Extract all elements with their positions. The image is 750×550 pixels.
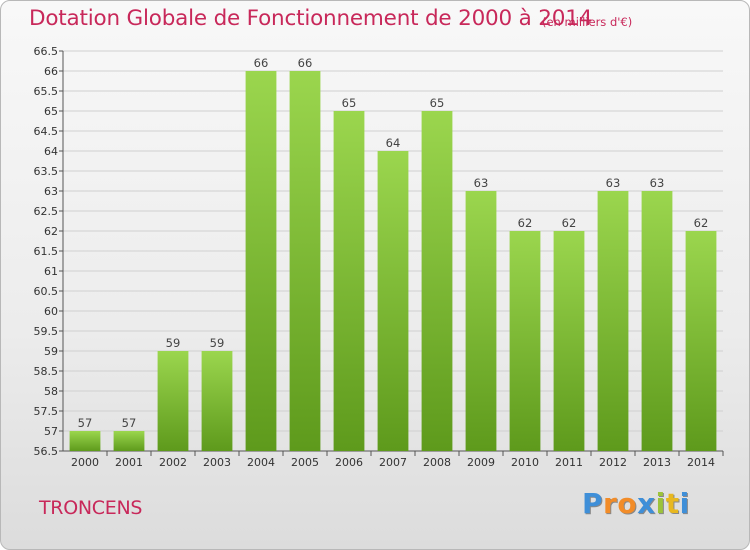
data-label: 66 <box>254 56 269 70</box>
bar <box>157 351 189 451</box>
bar <box>597 191 629 451</box>
bar <box>509 231 541 451</box>
bar <box>289 71 321 451</box>
data-label: 65 <box>342 96 357 110</box>
x-tick-label: 2007 <box>379 456 407 469</box>
y-tick-labels: 56.5 57 57.5 58 58.5 59 59.5 60 60.5 61 61.5 62 62.5… <box>34 45 59 458</box>
bar <box>465 191 497 451</box>
data-label: 63 <box>474 176 489 190</box>
y-tick-label: 56.5 <box>34 445 59 458</box>
logo-letter: o <box>617 487 638 520</box>
data-label: 65 <box>430 96 445 110</box>
x-tick-label: 2002 <box>159 456 187 469</box>
x-tick-label: 2014 <box>687 456 715 469</box>
proxiti-logo: Proxiti <box>582 487 690 520</box>
bar <box>245 71 277 451</box>
logo-letter: i <box>679 487 690 520</box>
x-tick-label: 2008 <box>423 456 451 469</box>
bar <box>641 191 673 451</box>
bar <box>421 111 453 451</box>
y-tick-label: 61 <box>44 265 58 278</box>
data-label: 62 <box>694 216 709 230</box>
y-tick-label: 64 <box>44 145 58 158</box>
y-tick-label: 66.5 <box>34 45 59 58</box>
x-tick-label: 2000 <box>71 456 99 469</box>
bar <box>553 231 585 451</box>
y-tick-label: 61.5 <box>34 245 59 258</box>
data-label: 63 <box>650 176 665 190</box>
data-label: 59 <box>166 336 181 350</box>
y-tick-label: 63.5 <box>34 165 59 178</box>
y-tick-label: 60 <box>44 305 58 318</box>
x-tick-label: 2012 <box>599 456 627 469</box>
x-tick-label: 2005 <box>291 456 319 469</box>
x-tick-label: 2003 <box>203 456 231 469</box>
y-tick-label: 59.5 <box>34 325 59 338</box>
data-label: 57 <box>78 416 93 430</box>
x-tick-label: 2001 <box>115 456 143 469</box>
y-tick-label: 66 <box>44 65 58 78</box>
logo-letter: i <box>655 487 666 520</box>
data-label: 59 <box>210 336 225 350</box>
y-tick-label: 63 <box>44 185 58 198</box>
y-tick-label: 65.5 <box>34 85 59 98</box>
y-tick-label: 62.5 <box>34 205 59 218</box>
logo-letter: t <box>665 487 680 520</box>
x-tick-labels: 2000 2001 2002 2003 2004 2005 2006 2007 2008 2009… <box>71 456 715 469</box>
bars <box>69 71 717 451</box>
y-tick-label: 57 <box>44 425 58 438</box>
y-tick-label: 59 <box>44 345 58 358</box>
data-labels: 57 57 59 59 66 66 65 64 65 63 62 62 63 63 62 <box>78 56 709 430</box>
bar <box>685 231 717 451</box>
y-tick-label: 64.5 <box>34 125 59 138</box>
bar <box>113 431 145 451</box>
bar <box>333 111 365 451</box>
data-label: 62 <box>518 216 533 230</box>
x-tick-label: 2011 <box>555 456 583 469</box>
bar <box>69 431 101 451</box>
chart-subtitle: (en milliers d'€) <box>542 15 633 29</box>
x-tick-label: 2006 <box>335 456 363 469</box>
data-label: 63 <box>606 176 621 190</box>
y-tick-label: 62 <box>44 225 58 238</box>
data-label: 62 <box>562 216 577 230</box>
chart-title: Dotation Globale de Fonctionnement de 20… <box>29 6 593 31</box>
bar <box>377 151 409 451</box>
x-tick-label: 2004 <box>247 456 275 469</box>
data-label: 66 <box>298 56 313 70</box>
x-tick-label: 2010 <box>511 456 539 469</box>
y-tick-label: 57.5 <box>34 405 59 418</box>
bar <box>201 351 233 451</box>
y-tick-label: 65 <box>44 105 58 118</box>
x-tick-label: 2013 <box>643 456 671 469</box>
data-label: 64 <box>386 136 401 150</box>
y-tick-label: 58 <box>44 385 58 398</box>
logo-letter: r <box>603 487 618 520</box>
commune-name: TRONCENS <box>39 497 143 519</box>
data-label: 57 <box>122 416 137 430</box>
logo-letter: P <box>582 487 604 520</box>
x-tick-label: 2009 <box>467 456 495 469</box>
logo-letter: x <box>637 487 656 520</box>
y-tick-label: 58.5 <box>34 365 59 378</box>
y-tick-label: 60.5 <box>34 285 59 298</box>
